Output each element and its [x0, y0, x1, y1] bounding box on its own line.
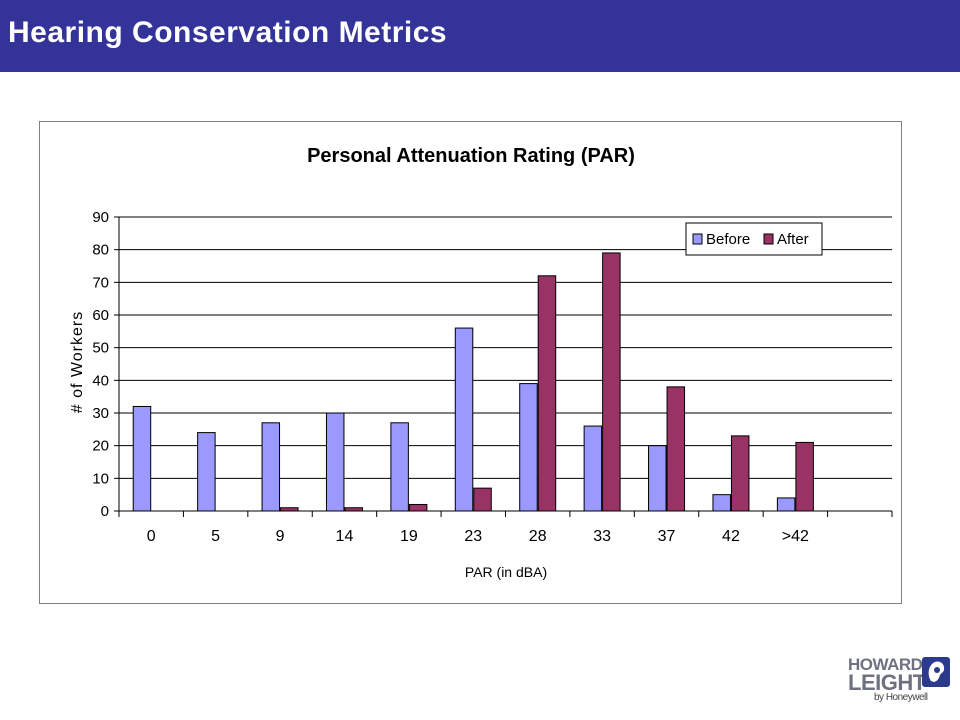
bar-after: [602, 252, 621, 512]
x-tick-label: 19: [400, 528, 418, 545]
logo-line2: LEIGHT: [848, 670, 926, 695]
bar-after: [537, 275, 557, 512]
x-axis-label: PAR (in dBA): [465, 564, 547, 580]
x-tick-label: 33: [593, 528, 611, 545]
slide-title: Hearing Conservation Metrics: [8, 16, 448, 49]
y-tick-label: 20: [92, 438, 109, 455]
legend-label-after: After: [777, 231, 809, 248]
logo-line1: HOWARD: [848, 655, 923, 674]
y-tick-label: 40: [92, 372, 109, 389]
chart-title: Personal Attenuation Rating (PAR): [307, 145, 635, 167]
x-tick-label: 9: [276, 528, 285, 545]
bar-before: [776, 497, 796, 512]
x-tick-label: 23: [464, 528, 482, 545]
logo-line3: by Honeywell: [874, 692, 928, 703]
y-tick-label: 0: [101, 503, 109, 520]
legend-swatch-before: [692, 233, 703, 245]
legend-label-before: Before: [706, 231, 750, 248]
x-tick-label: 5: [211, 528, 220, 545]
legend-box: [685, 222, 823, 256]
y-tick-label: 10: [92, 470, 109, 487]
y-tick-label: 30: [92, 405, 109, 422]
chart-frame: Personal Attenuation Rating (PAR) 0 10 20 3…: [39, 121, 902, 604]
y-tick-label: 90: [92, 209, 109, 226]
y-tick-label: 60: [92, 307, 109, 324]
x-tick-label: 28: [529, 528, 547, 545]
bar-before: [325, 412, 345, 512]
bar-before: [583, 425, 603, 512]
bar-after: [730, 435, 750, 512]
bar-before: [390, 422, 409, 512]
par-bar-chart: Personal Attenuation Rating (PAR) 0 10 20 3…: [69, 145, 893, 580]
legend-swatch-after: [763, 233, 774, 245]
plot-area: 0 10 20 30 40 50 60 70 80 90 0 5 9 14 19 23 28 33 37 42 >42 B…: [92, 209, 893, 545]
bar-after: [344, 507, 363, 512]
bar-before: [648, 445, 667, 512]
bar-before: [519, 383, 538, 512]
y-tick-label: 80: [92, 242, 109, 259]
y-tick-label: 70: [92, 274, 109, 291]
bar-before: [132, 405, 152, 512]
x-tick-label: 0: [147, 528, 156, 545]
bar-before: [261, 422, 281, 512]
bar-after: [795, 441, 814, 512]
x-tick-label: 42: [722, 528, 740, 545]
bar-before: [197, 432, 216, 512]
bar-after: [473, 487, 492, 512]
bar-after: [666, 386, 686, 512]
bar-before: [712, 494, 731, 512]
x-tick-label: 14: [336, 528, 354, 545]
bar-before: [454, 327, 474, 512]
x-tick-label: >42: [782, 528, 809, 545]
bar-after: [280, 507, 299, 512]
title-bar: Hearing Conservation Metrics: [0, 0, 960, 72]
ear-profile-icon: [922, 657, 950, 687]
howard-leight-logo: HOWARD LEIGHT by Honeywell: [848, 655, 952, 705]
x-tick-label: 37: [658, 528, 676, 545]
y-axis-label: # of Workers: [69, 311, 86, 413]
y-tick-label: 50: [92, 340, 109, 357]
bar-after: [408, 503, 428, 512]
